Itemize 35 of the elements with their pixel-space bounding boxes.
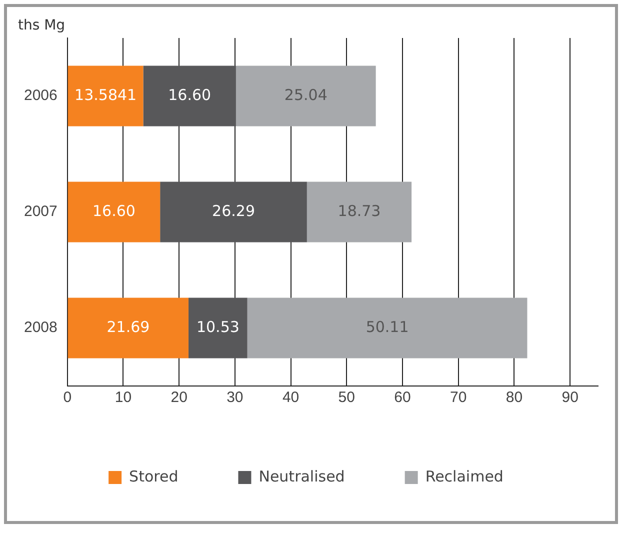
bar — [68, 298, 189, 358]
x-tick-label: 0 — [63, 389, 72, 406]
x-tick-label: 80 — [506, 389, 523, 406]
x-tick-label: 20 — [170, 389, 188, 406]
x-tick-label: 90 — [562, 389, 578, 406]
data-label: 16.60 — [92, 202, 136, 220]
x-tick-label: 40 — [282, 389, 300, 406]
bar — [68, 182, 160, 242]
x-tick-label: 10 — [114, 389, 132, 406]
x-tick-label: 70 — [450, 389, 467, 406]
data-label: 13.5841 — [74, 86, 137, 104]
data-label: 21.69 — [106, 318, 150, 336]
data-label: 16.60 — [168, 86, 212, 104]
legend-label: Stored — [129, 467, 178, 486]
bar — [247, 298, 528, 358]
y-axis-title: ths Mg — [18, 18, 66, 34]
y-tick-label: 2008 — [24, 319, 58, 336]
legend-label: Reclaimed — [425, 467, 504, 486]
bar — [188, 298, 248, 358]
data-label: 50.11 — [366, 318, 409, 336]
data-label: 18.73 — [338, 202, 381, 220]
bar — [306, 182, 412, 242]
bar — [143, 66, 236, 126]
x-tick-label: 60 — [394, 389, 411, 406]
x-tick-label: 30 — [226, 389, 244, 406]
data-label: 26.29 — [212, 202, 255, 220]
data-label: 25.04 — [284, 86, 328, 104]
y-tick-label: 2007 — [24, 203, 58, 220]
y-tick-label: 2006 — [24, 87, 58, 104]
bar — [236, 66, 376, 126]
bar — [160, 182, 307, 242]
bar — [68, 66, 144, 126]
data-label: 10.53 — [196, 318, 240, 336]
x-tick-label: 50 — [338, 389, 355, 406]
legend-label: Neutralised — [258, 467, 345, 486]
